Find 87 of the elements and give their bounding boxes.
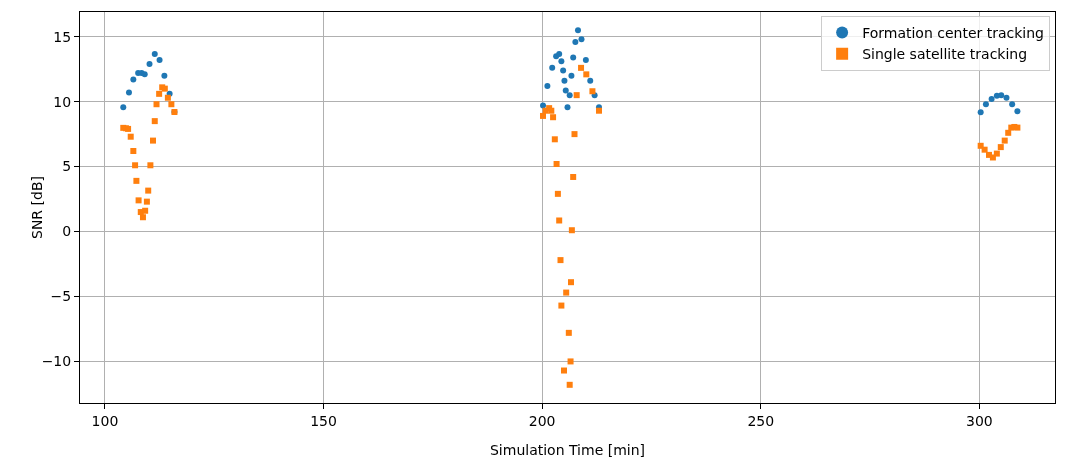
point: [168, 101, 175, 108]
point: [540, 102, 547, 109]
point: [1003, 94, 1010, 101]
point: [568, 227, 575, 234]
point: [568, 72, 575, 79]
point: [125, 89, 132, 96]
point: [563, 289, 570, 296]
point: [133, 177, 140, 184]
point: [570, 54, 577, 61]
point: [1001, 137, 1008, 144]
point: [143, 198, 150, 205]
point: [151, 118, 158, 125]
point: [565, 329, 572, 336]
y-axis-title: SNR [dB]: [29, 176, 45, 239]
y-tick-label: 5: [62, 158, 72, 175]
point: [977, 109, 984, 116]
point: [558, 58, 565, 65]
point: [120, 104, 127, 111]
point: [142, 207, 149, 214]
point: [139, 214, 146, 221]
point: [568, 279, 574, 286]
point: [998, 92, 1005, 99]
point: [164, 94, 171, 101]
point: [582, 57, 589, 64]
x-tick-label: 200: [528, 412, 556, 429]
point: [560, 67, 567, 74]
point: [132, 162, 139, 169]
point: [982, 101, 989, 108]
point: [557, 257, 564, 264]
point: [151, 50, 158, 57]
point: [566, 92, 573, 99]
x-tick-label: 250: [747, 412, 775, 429]
x-tick-label: 300: [965, 412, 993, 429]
point: [553, 160, 560, 167]
point: [570, 173, 577, 180]
point: [554, 190, 561, 197]
point: [573, 92, 580, 99]
x-tick-label: 150: [310, 412, 337, 429]
point: [161, 72, 168, 79]
point: [566, 381, 573, 388]
point: [561, 367, 567, 374]
y-tick-label: −10: [41, 353, 72, 370]
point: [578, 36, 585, 43]
y-tick-label: 15: [53, 28, 72, 45]
point: [562, 87, 569, 94]
point: [544, 83, 551, 90]
point: [145, 187, 152, 194]
point: [551, 136, 558, 143]
point: [135, 197, 142, 204]
point: [993, 150, 1000, 157]
point: [572, 38, 579, 45]
legend-label: Single satellite tracking: [862, 46, 1028, 63]
point: [567, 358, 574, 365]
legend-label: Formation center tracking: [862, 24, 1045, 41]
point: [583, 71, 590, 78]
point: [981, 146, 988, 153]
point: [127, 133, 134, 140]
point: [549, 64, 556, 71]
point: [156, 57, 163, 64]
point: [540, 112, 547, 119]
point: [578, 64, 585, 71]
point: [558, 302, 565, 309]
x-tick-label: 100: [91, 412, 119, 429]
point: [574, 27, 581, 34]
point: [561, 77, 568, 84]
point: [556, 217, 563, 224]
point: [550, 114, 557, 121]
point: [1009, 101, 1016, 108]
point: [1014, 108, 1021, 115]
point: [988, 96, 995, 103]
point: [1005, 129, 1012, 136]
point: [147, 162, 154, 169]
point: [589, 88, 596, 95]
point: [146, 60, 153, 67]
point: [130, 147, 137, 154]
point: [587, 77, 594, 84]
point: [997, 144, 1004, 151]
point: [150, 137, 157, 144]
point: [571, 131, 578, 138]
point: [153, 101, 160, 108]
y-tick-label: −5: [50, 288, 72, 305]
point: [130, 76, 137, 83]
y-tick-label: 10: [53, 93, 72, 110]
point: [156, 90, 163, 97]
point: [564, 104, 571, 111]
y-tick-label: 0: [62, 223, 72, 240]
x-axis-title: Simulation Time [min]: [489, 442, 646, 458]
